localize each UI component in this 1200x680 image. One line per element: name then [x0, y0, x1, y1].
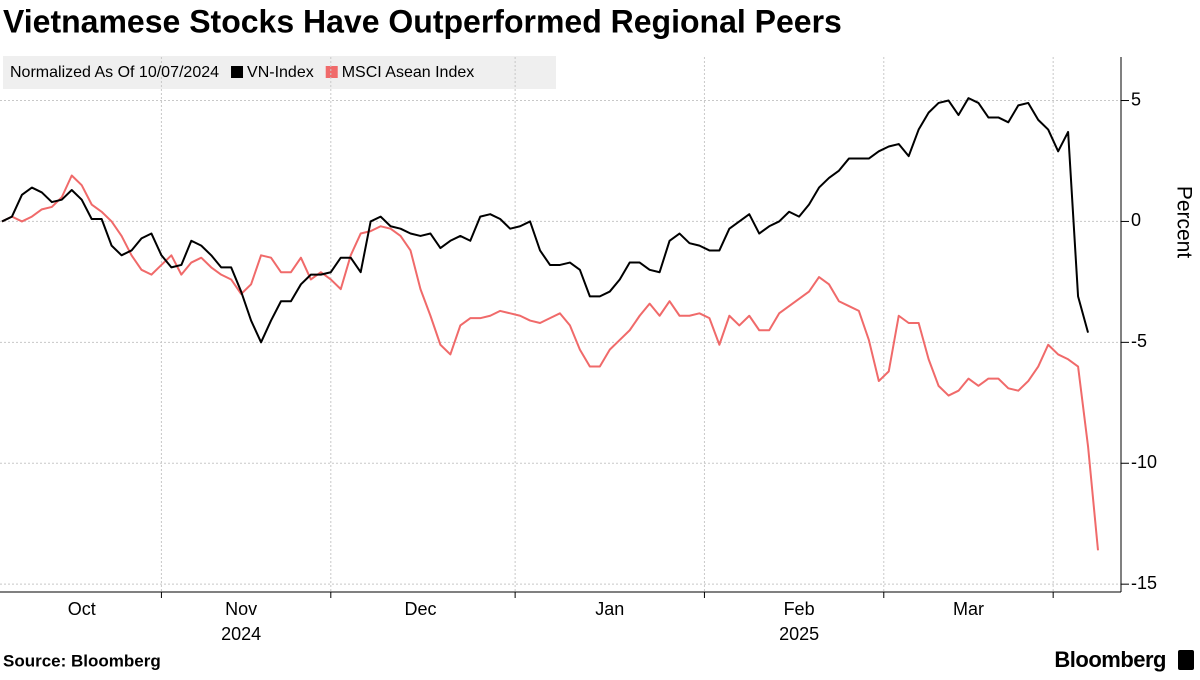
brand: Bloomberg — [1054, 647, 1166, 672]
y-axis-label: Percent — [1172, 186, 1195, 259]
x-tick-label: Nov — [225, 599, 257, 619]
x-year-label: 2025 — [779, 624, 819, 644]
legend-box — [3, 56, 556, 89]
legend-label: MSCI Asean Index — [342, 64, 475, 81]
series-line — [1, 97, 1090, 344]
legend-subtitle: Normalized As Of 10/07/2024 — [10, 64, 219, 81]
source: Source: Bloomberg — [3, 651, 161, 670]
y-tick-label: -10 — [1131, 452, 1157, 472]
x-tick-label: Oct — [68, 599, 96, 619]
legend-label: VN-Index — [247, 64, 314, 81]
y-tick-label: 5 — [1131, 89, 1141, 109]
chart-title: Vietnamese Stocks Have Outperformed Regi… — [3, 3, 842, 39]
y-tick-label: -5 — [1131, 331, 1147, 351]
series-line — [1, 174, 1099, 551]
x-year-label: 2024 — [221, 624, 261, 644]
x-tick-label: Dec — [404, 599, 436, 619]
legend: Normalized As Of 10/07/2024 VN-Index MSCI … — [10, 64, 474, 81]
brand-icon — [1178, 650, 1194, 670]
x-tick-label: Feb — [784, 599, 815, 619]
legend-swatch — [325, 66, 338, 78]
legend-swatch — [231, 66, 244, 78]
y-tick-label: 0 — [1131, 210, 1141, 230]
y-tick-label: -15 — [1131, 573, 1157, 593]
x-tick-label: Jan — [595, 599, 624, 619]
x-tick-label: Mar — [953, 599, 984, 619]
